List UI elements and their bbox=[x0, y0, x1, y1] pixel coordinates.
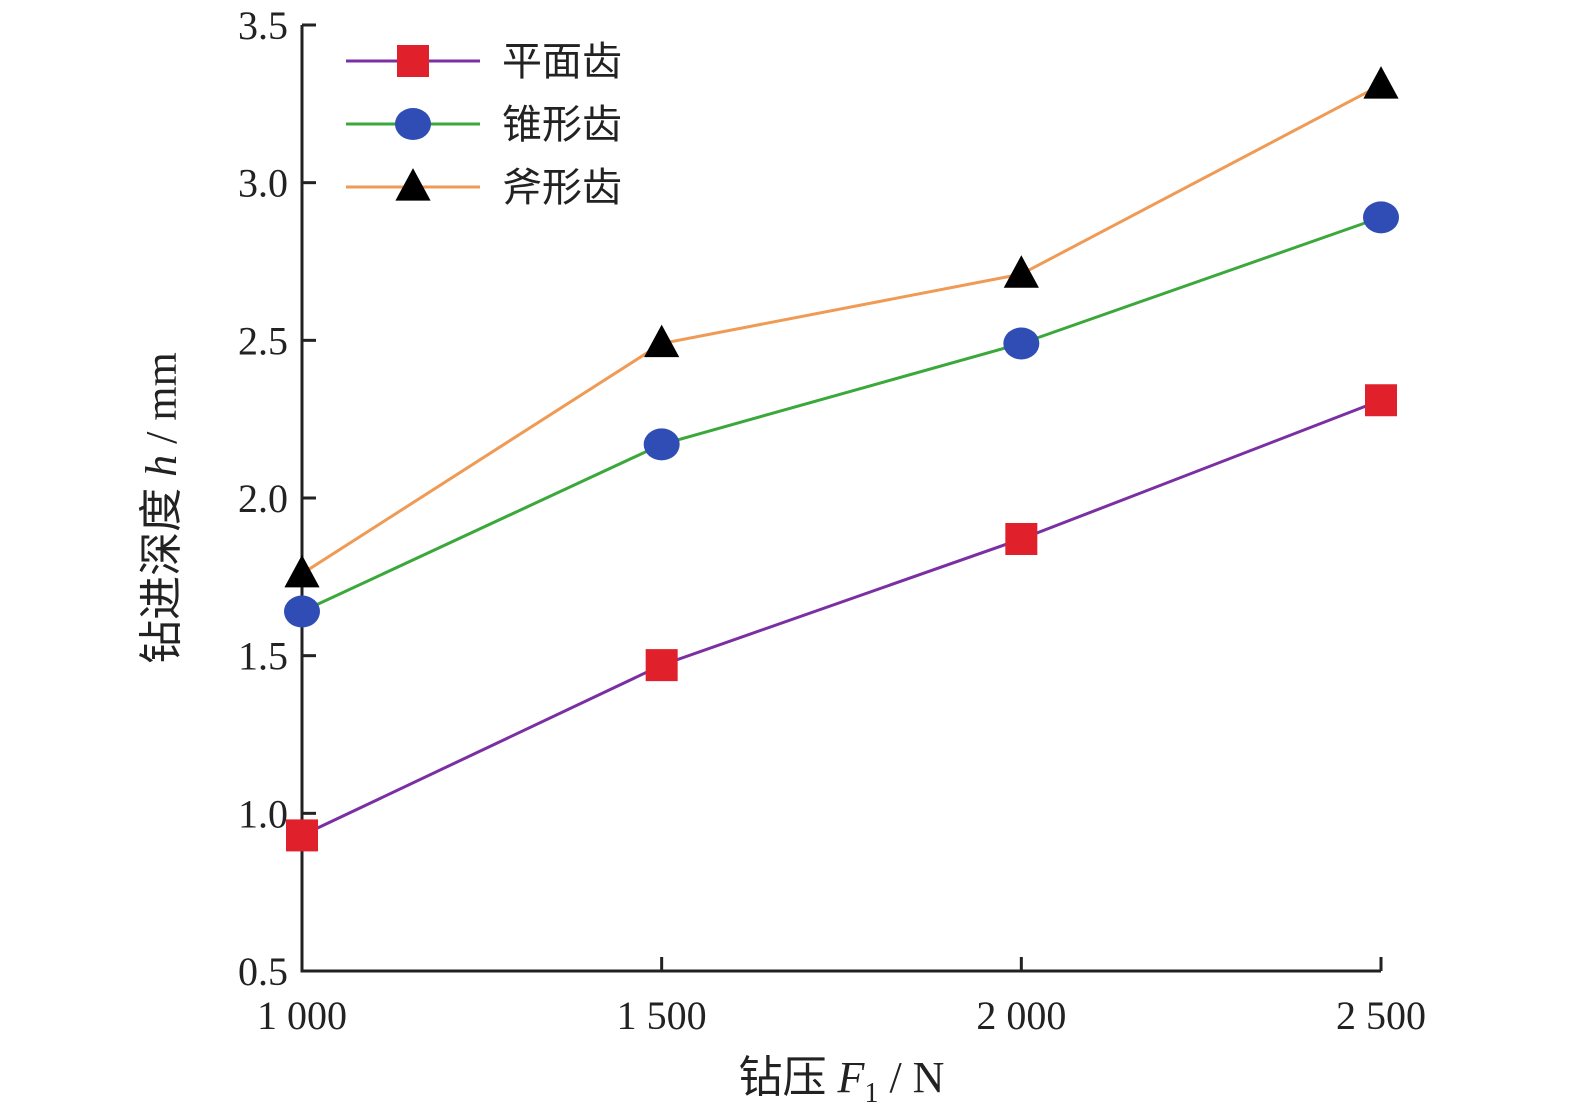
series-line bbox=[301, 215, 1382, 613]
x-axis-title-unit: / N bbox=[878, 1053, 944, 1102]
data-point bbox=[1005, 522, 1038, 555]
data-point bbox=[1003, 327, 1040, 360]
axes: 0.5 1.0 1.5 2.0 2.5 3.0 3.5 1 000 1 500 2 000 2 50… bbox=[238, 3, 1426, 1038]
y-axis-title-var: h bbox=[137, 455, 186, 477]
series-line bbox=[301, 398, 1382, 837]
y-tick-label: 1.0 bbox=[238, 791, 288, 836]
x-axis-title: 钻压 F1 / N bbox=[739, 1053, 945, 1109]
x-tick-label: 2 000 bbox=[976, 993, 1066, 1038]
legend-label: 斧形齿 bbox=[502, 165, 622, 211]
y-axis-title-unit: / mm bbox=[137, 352, 186, 455]
series-line bbox=[301, 83, 1382, 575]
series-2 bbox=[284, 201, 1399, 628]
series-layer bbox=[284, 66, 1399, 852]
data-point bbox=[1365, 384, 1397, 417]
data-point bbox=[284, 554, 320, 588]
data-point bbox=[1363, 201, 1399, 234]
legend-item: 锥形齿 bbox=[346, 102, 622, 148]
legend-label: 平面齿 bbox=[502, 39, 622, 85]
data-point bbox=[286, 819, 318, 852]
legend-label: 锥形齿 bbox=[502, 102, 622, 148]
data-point bbox=[284, 595, 320, 628]
legend-marker bbox=[397, 45, 429, 77]
x-axis-title-prefix: 钻压 bbox=[739, 1053, 838, 1102]
series-1 bbox=[286, 384, 1397, 852]
y-tick-label: 3.5 bbox=[238, 3, 288, 48]
data-point bbox=[643, 428, 680, 461]
legend-item: 平面齿 bbox=[346, 39, 622, 85]
x-tick-label: 2 500 bbox=[1336, 993, 1426, 1038]
y-tick-label: 2.0 bbox=[238, 476, 288, 521]
series-3 bbox=[284, 66, 1399, 588]
y-tick-label: 2.5 bbox=[238, 318, 288, 363]
y-axis-title-prefix: 钻进深度 bbox=[137, 477, 186, 664]
x-axis-title-sub: 1 bbox=[864, 1078, 878, 1109]
x-axis-title-var: F bbox=[837, 1053, 866, 1102]
data-point bbox=[644, 324, 680, 358]
legend-item: 斧形齿 bbox=[346, 165, 622, 211]
y-axis-title: 钻进深度 h / mm bbox=[137, 352, 186, 664]
y-tick-label: 3.0 bbox=[238, 161, 288, 206]
x-tick-label: 1 500 bbox=[617, 993, 707, 1038]
axis-frame bbox=[300, 25, 1381, 973]
x-tick-label: 1 000 bbox=[257, 993, 347, 1038]
data-point bbox=[645, 649, 678, 682]
y-tick-label: 0.5 bbox=[238, 949, 288, 994]
data-point bbox=[1003, 255, 1039, 288]
data-point bbox=[1363, 66, 1399, 99]
y-tick-label: 1.5 bbox=[238, 634, 288, 679]
legend-marker bbox=[395, 168, 431, 201]
legend-marker bbox=[395, 108, 431, 140]
